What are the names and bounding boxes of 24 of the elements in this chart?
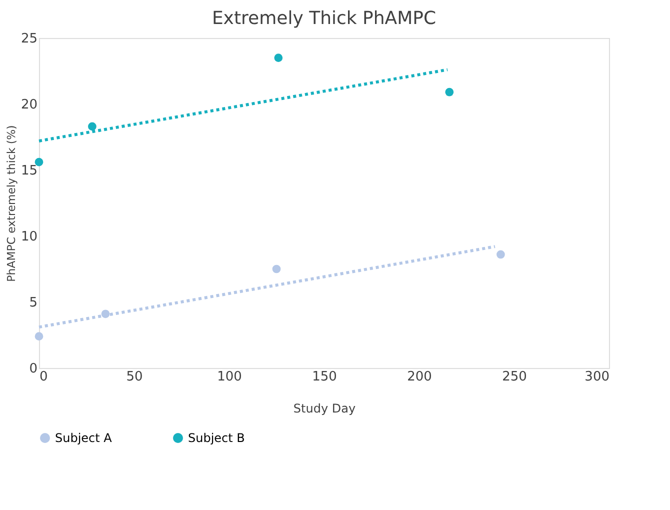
x-tick-label: 0: [40, 370, 48, 384]
x-tick-label: 150: [312, 370, 337, 384]
x-tick-label: 300: [584, 370, 610, 384]
point: [445, 88, 454, 96]
y-tick-label: 25: [20, 32, 38, 46]
y-tick-label: 5: [29, 296, 38, 310]
legend-label: Subject A: [55, 431, 113, 445]
x-tick-label: 50: [126, 370, 143, 384]
x-tick-label: 100: [217, 370, 242, 384]
x-tick-label: 200: [407, 370, 432, 384]
y-tick-label: 20: [20, 98, 38, 112]
legend-label: Subject B: [188, 431, 245, 445]
y-tick-label: 10: [20, 230, 38, 244]
point: [496, 250, 505, 259]
point: [88, 122, 96, 131]
x-axis-title: Study Day: [293, 402, 356, 416]
y-axis-title: PhAMPC extremely thick (%): [4, 125, 18, 282]
x-tick-label: 250: [502, 370, 527, 384]
point: [34, 158, 44, 166]
chart-title: Extremely Thick PhAMPC: [212, 8, 436, 29]
point: [274, 54, 283, 62]
point: [34, 332, 44, 340]
y-tick-label: 15: [20, 164, 38, 178]
point: [272, 264, 281, 274]
